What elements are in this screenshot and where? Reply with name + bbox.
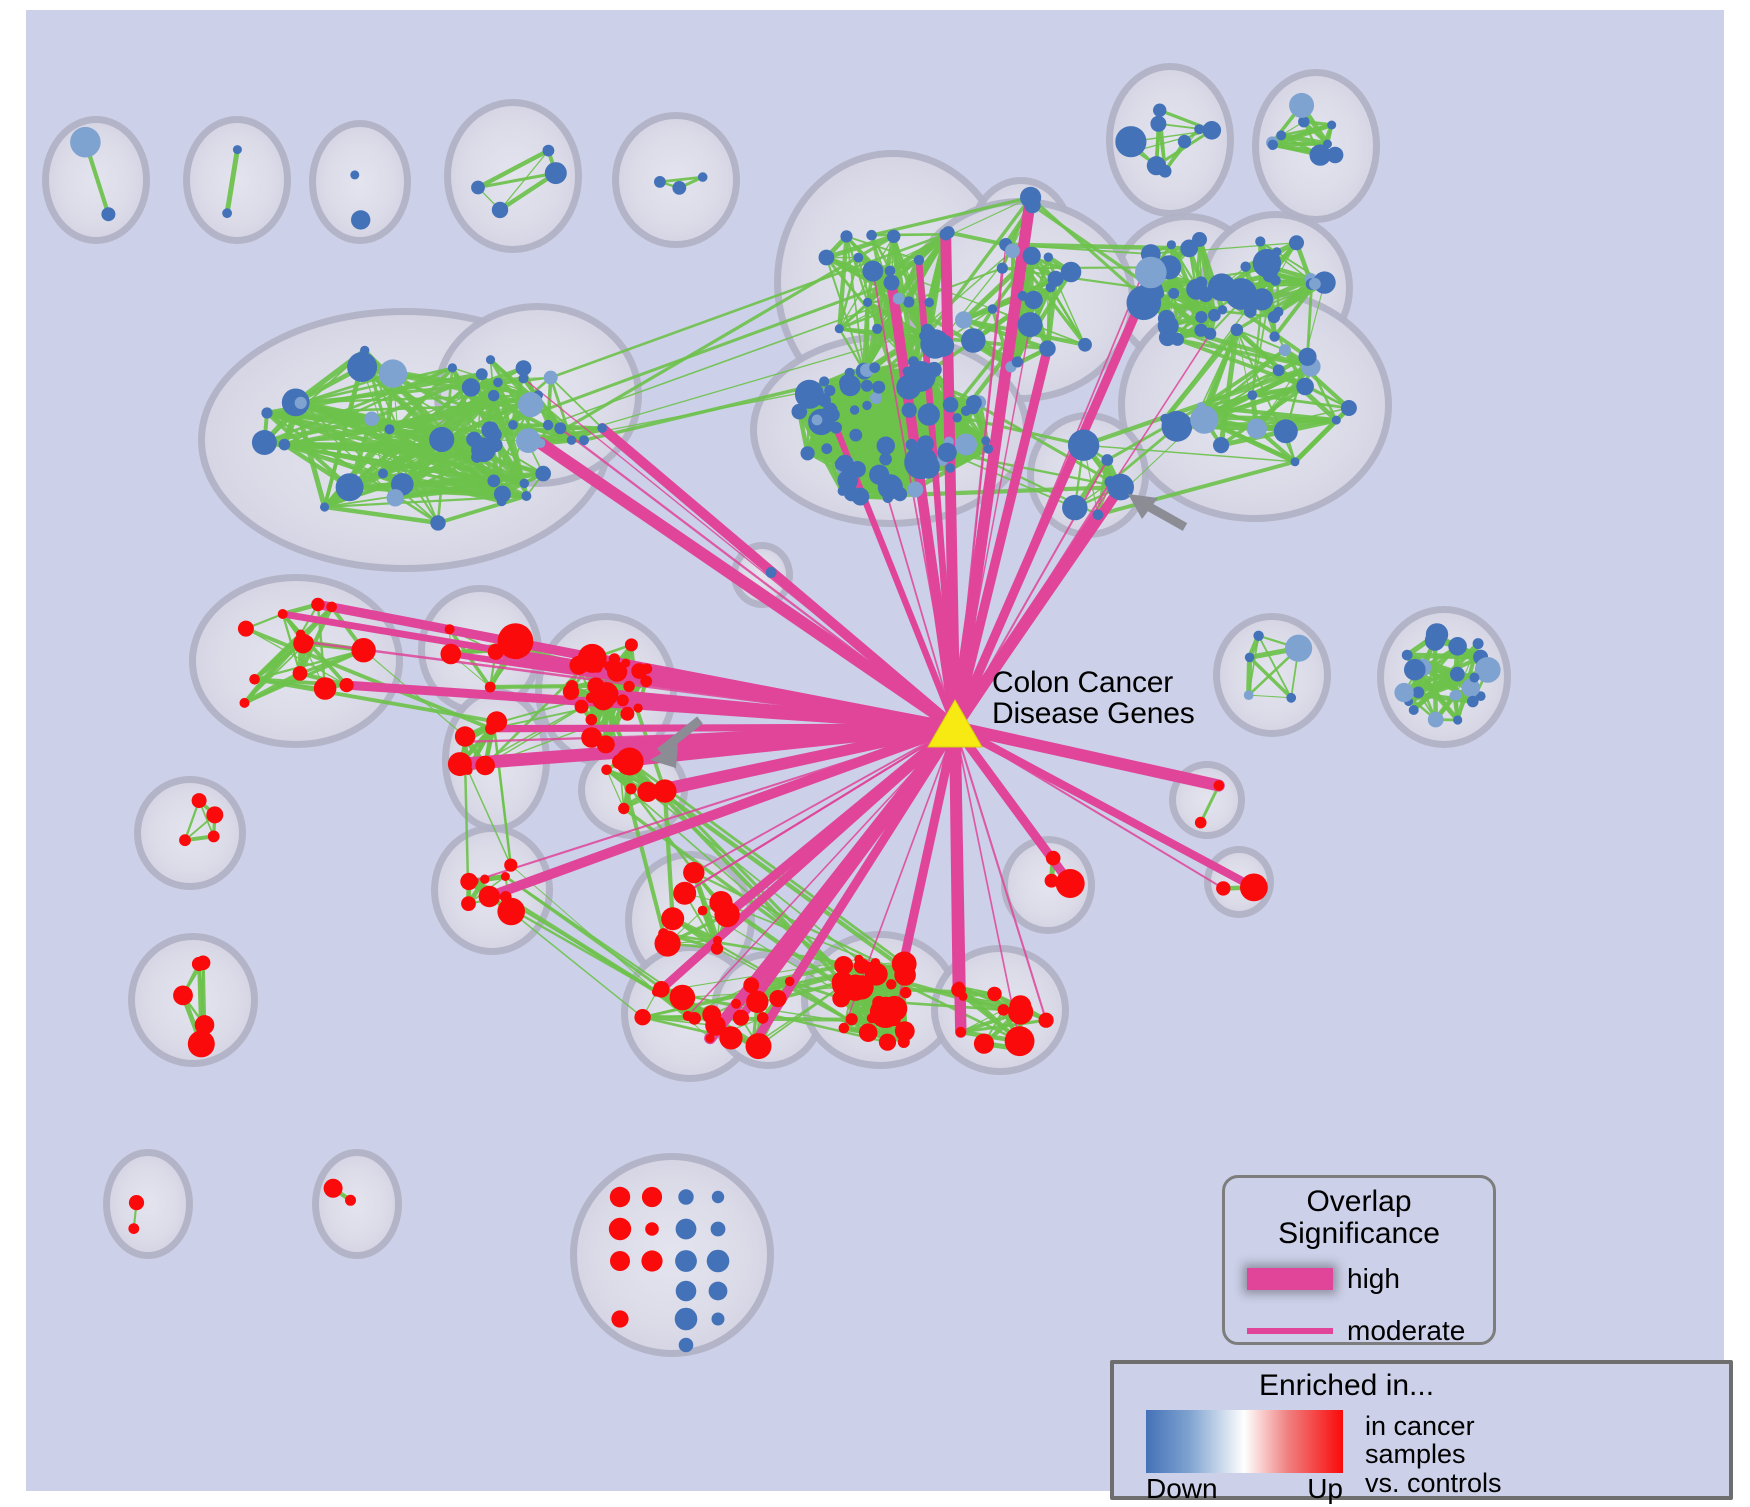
legend-overlap-significance: Overlap Significance high moderate bbox=[1222, 1175, 1496, 1346]
legend-swatch-moderate bbox=[1247, 1328, 1333, 1334]
legend-overlap-title: Overlap Significance bbox=[1278, 1185, 1440, 1250]
legend-swatch-high bbox=[1247, 1268, 1333, 1290]
colorbar-low-label: Down bbox=[1146, 1472, 1218, 1504]
annotation-arrows bbox=[650, 494, 1188, 768]
arrow-metal-ion-cluster-binding bbox=[1128, 494, 1188, 531]
legend-enriched-in: Enriched in... Down Up in cancer samples… bbox=[1110, 1360, 1733, 1504]
colorbar-high-label: Up bbox=[1307, 1472, 1343, 1504]
legend-label-moderate: moderate bbox=[1347, 1315, 1466, 1346]
hub-node-colon-cancer-disease-genes[interactable] bbox=[927, 698, 983, 748]
enrichment-note: in cancer samples vs. controls bbox=[1365, 1410, 1502, 1498]
hub-label-colon-cancer-disease-genes: Colon Cancer Disease Genes bbox=[992, 666, 1195, 730]
legend-enriched-title: Enriched in... bbox=[1258, 1369, 1435, 1402]
arrow-cell-motility bbox=[650, 716, 703, 768]
legend-label-high: high bbox=[1347, 1263, 1400, 1294]
enrichment-colorbar bbox=[1146, 1409, 1343, 1473]
